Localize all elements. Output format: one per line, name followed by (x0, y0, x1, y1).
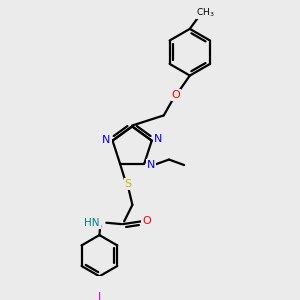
Text: N: N (154, 134, 162, 144)
Text: O: O (172, 90, 181, 100)
Text: O: O (142, 216, 151, 226)
Text: CH$_3$: CH$_3$ (196, 6, 215, 19)
Text: HN: HN (85, 218, 100, 228)
Text: I: I (98, 292, 101, 300)
Text: N: N (102, 134, 111, 145)
Text: S: S (125, 179, 132, 189)
Text: N: N (147, 160, 155, 170)
